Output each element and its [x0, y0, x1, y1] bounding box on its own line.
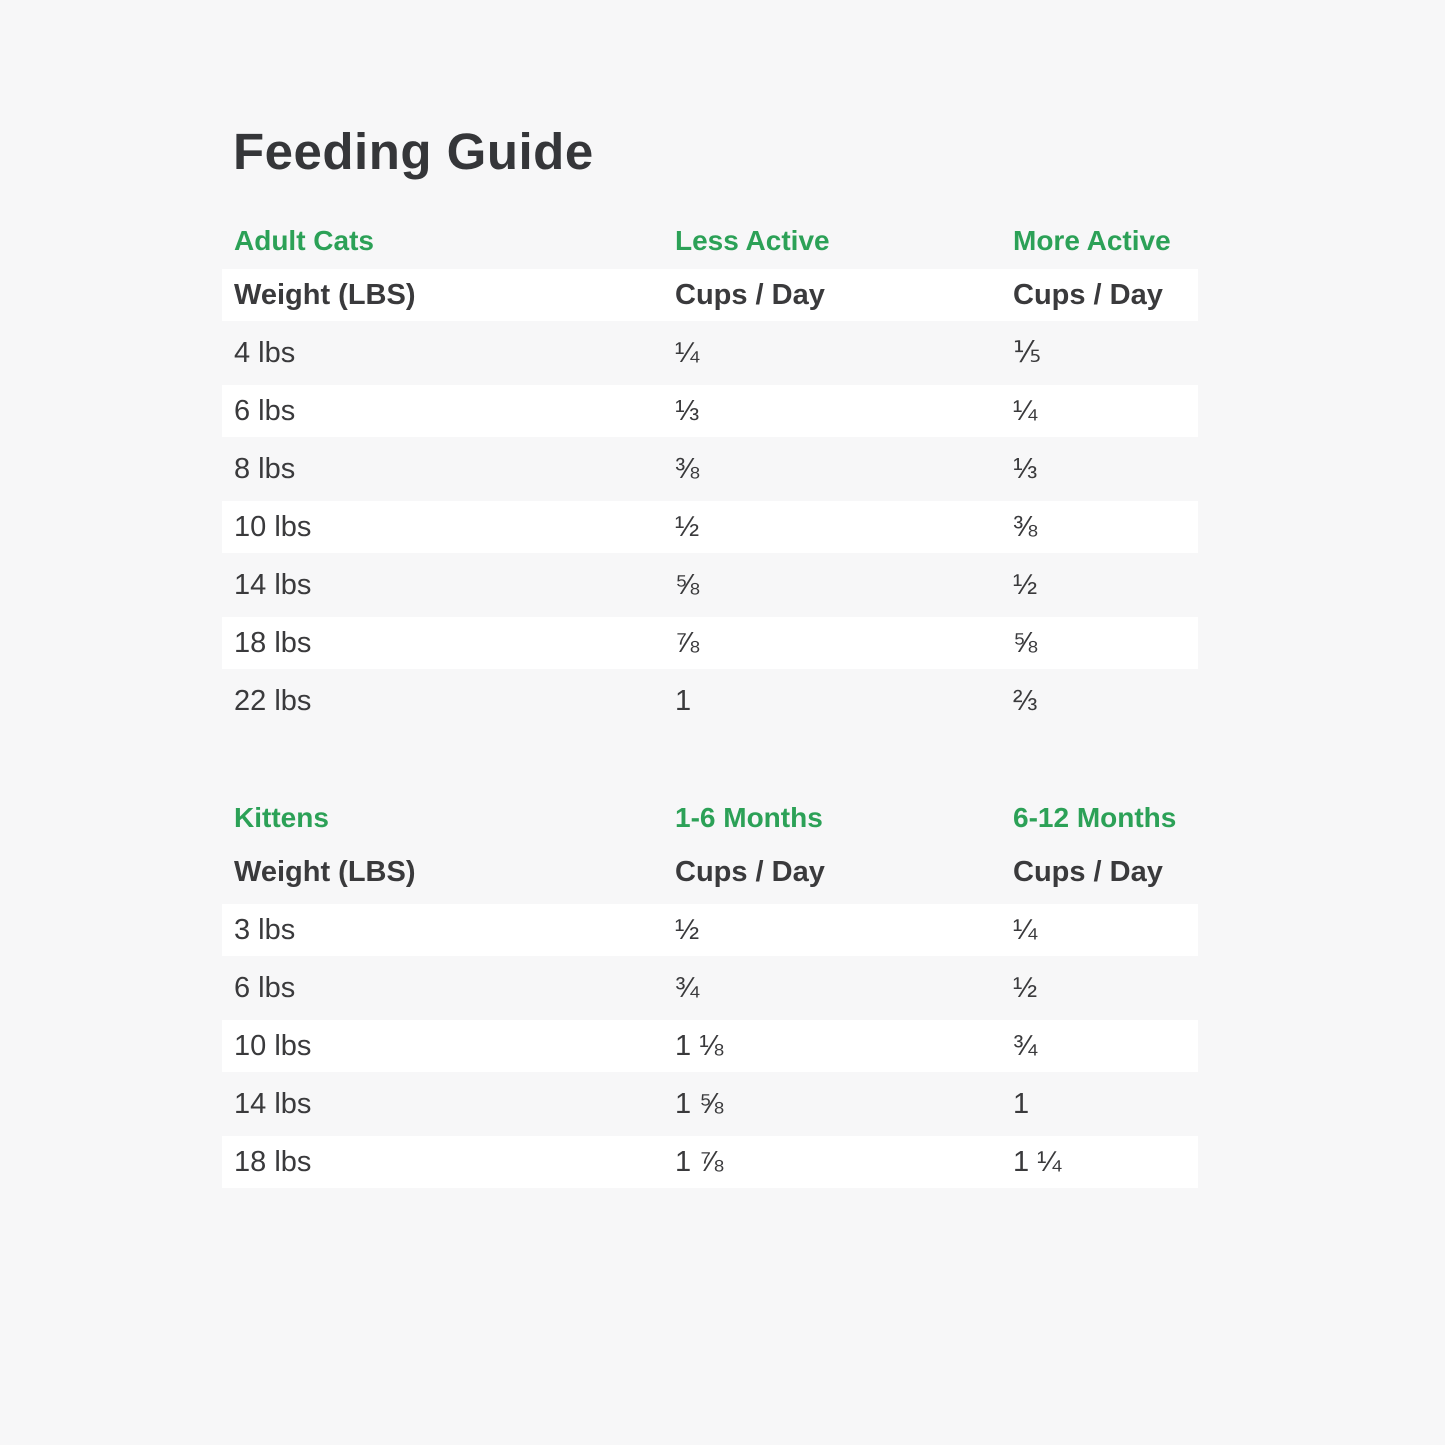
kittens-section-header: Kittens 1-6 Months 6-12 Months: [222, 793, 1198, 843]
more-active-cups-cell: ¼: [1013, 394, 1038, 427]
kittens-table: Kittens 1-6 Months 6-12 Months Weight (L…: [222, 793, 1198, 1191]
table-row: 6 lbs ⅓ ¼: [222, 382, 1198, 440]
months-6-12-cups-cell: ¾: [1013, 1029, 1038, 1062]
table-row: 14 lbs 1 ⅝ 1: [222, 1075, 1198, 1133]
kitten-table-header-row: Weight (LBS) Cups / Day Cups / Day: [222, 843, 1198, 901]
months-1-6-cups-cell: 1 ⅝: [675, 1087, 724, 1120]
months-6-12-cups-cell: ¼: [1013, 913, 1038, 946]
less-active-cups-cell: ½: [675, 510, 700, 543]
adult-cats-section-label: Adult Cats: [234, 225, 374, 256]
weight-cell: 3 lbs: [234, 913, 296, 946]
months-6-12-cups-cell: 1 ¼: [1013, 1145, 1062, 1178]
more-active-cups-cell: ⅝: [1013, 626, 1038, 659]
table-row: 18 lbs 1 ⅞ 1 ¼: [222, 1133, 1198, 1191]
kittens-section-label: Kittens: [234, 802, 329, 833]
more-active-cups-cell: ⅔: [1013, 684, 1038, 717]
weight-cell: 18 lbs: [234, 626, 312, 659]
less-active-cups-cell: ⅞: [675, 626, 700, 659]
months-1-6-cups-cell: ½: [675, 913, 700, 946]
page-title: Feeding Guide: [233, 123, 594, 180]
months-1-6-cups-cell: ¾: [675, 971, 700, 1004]
table-row: 8 lbs ⅜ ⅓: [222, 440, 1198, 498]
less-active-cups-header: Cups / Day: [675, 278, 825, 311]
weight-cell: 22 lbs: [234, 684, 312, 717]
less-active-cups-cell: ⅝: [675, 568, 700, 601]
table-row: 22 lbs 1 ⅔: [222, 672, 1198, 730]
weight-column-header: Weight (LBS): [234, 278, 416, 311]
months-6-12-cups-cell: ½: [1013, 971, 1038, 1004]
months-1-6-cups-header: Cups / Day: [675, 855, 825, 888]
table-row: 6 lbs ¾ ½: [222, 959, 1198, 1017]
months-6-12-cups-header: Cups / Day: [1013, 855, 1163, 888]
months-6-12-column-label: 6-12 Months: [1013, 802, 1177, 833]
adult-cats-table: Adult Cats Less Active More Active Weigh…: [222, 216, 1198, 730]
adult-table-header-row: Weight (LBS) Cups / Day Cups / Day: [222, 266, 1198, 324]
months-6-12-cups-cell: 1: [1013, 1087, 1030, 1120]
less-active-cups-cell: ⅓: [675, 394, 700, 427]
table-row: 10 lbs 1 ⅛ ¾: [222, 1017, 1198, 1075]
weight-cell: 14 lbs: [234, 1087, 312, 1120]
weight-cell: 4 lbs: [234, 336, 296, 369]
adult-cats-section-header: Adult Cats Less Active More Active: [222, 216, 1198, 266]
less-active-cups-cell: 1: [675, 684, 692, 717]
weight-cell: 6 lbs: [234, 394, 296, 427]
less-active-cups-cell: ⅜: [675, 452, 700, 485]
less-active-column-label: Less Active: [675, 225, 830, 256]
more-active-cups-header: Cups / Day: [1013, 278, 1163, 311]
months-1-6-cups-cell: 1 ⅛: [675, 1029, 724, 1062]
weight-cell: 10 lbs: [234, 510, 312, 543]
table-row: 3 lbs ½ ¼: [222, 901, 1198, 959]
weight-cell: 18 lbs: [234, 1145, 312, 1178]
more-active-column-label: More Active: [1013, 225, 1171, 256]
table-row: 4 lbs ¼ ⅕: [222, 324, 1198, 382]
more-active-cups-cell: ½: [1013, 568, 1038, 601]
weight-cell: 10 lbs: [234, 1029, 312, 1062]
weight-cell: 14 lbs: [234, 568, 312, 601]
table-row: 14 lbs ⅝ ½: [222, 556, 1198, 614]
months-1-6-cups-cell: 1 ⅞: [675, 1145, 724, 1178]
table-row: 10 lbs ½ ⅜: [222, 498, 1198, 556]
months-1-6-column-label: 1-6 Months: [675, 802, 823, 833]
weight-cell: 6 lbs: [234, 971, 296, 1004]
weight-column-header: Weight (LBS): [234, 855, 416, 888]
more-active-cups-cell: ⅓: [1013, 452, 1038, 485]
more-active-cups-cell: ⅜: [1013, 510, 1038, 543]
more-active-cups-cell: ⅕: [1013, 336, 1042, 369]
less-active-cups-cell: ¼: [675, 336, 700, 369]
weight-cell: 8 lbs: [234, 452, 296, 485]
table-row: 18 lbs ⅞ ⅝: [222, 614, 1198, 672]
